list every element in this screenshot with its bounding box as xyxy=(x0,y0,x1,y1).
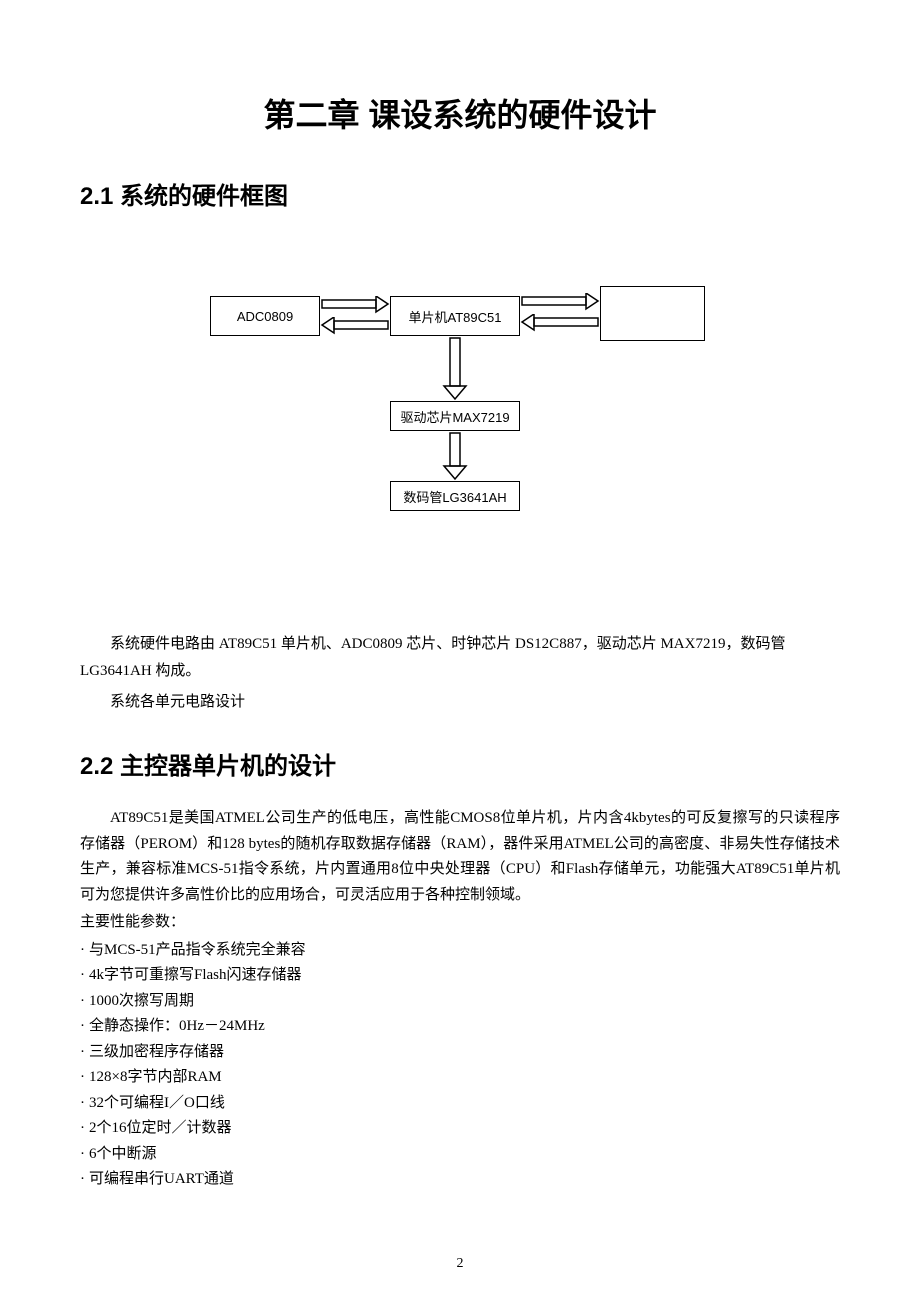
spec-item: 三级加密程序存储器 xyxy=(80,1040,840,1066)
spec-item: 可编程串行UART通道 xyxy=(80,1167,840,1193)
box-clock xyxy=(600,286,705,341)
spec-list: 与MCS-51产品指令系统完全兼容 4k字节可重擦写Flash闪速存储器 100… xyxy=(80,938,840,1193)
section-2-1-title: 2.1 系统的硬件框图 xyxy=(80,176,840,211)
arrow-mcu-to-driver xyxy=(440,336,470,401)
spec-item: 6个中断源 xyxy=(80,1142,840,1168)
arrow-driver-to-led xyxy=(440,431,470,481)
box-driver: 驱动芯片MAX7219 xyxy=(390,401,520,431)
spec-header: 主要性能参数： xyxy=(80,910,840,936)
spec-item: 4k字节可重擦写Flash闪速存储器 xyxy=(80,963,840,989)
arrow-mcu-to-clock xyxy=(520,293,600,311)
hardware-block-diagram: ADC0809 单片机AT89C51 驱动芯片MAX7219 数码管LG3641… xyxy=(80,261,840,571)
chapter-title: 第二章 课设系统的硬件设计 xyxy=(80,90,840,136)
arrow-clock-to-mcu xyxy=(520,314,600,332)
at89c51-description: AT89C51是美国ATMEL公司生产的低电压，高性能CMOS8位单片机，片内含… xyxy=(80,806,840,908)
spec-item: 全静态操作：0Hz－24MHz xyxy=(80,1014,840,1040)
hardware-description-para: 系统硬件电路由 AT89C51 单片机、ADC0809 芯片、时钟芯片 DS12… xyxy=(80,631,840,685)
unit-design-line: 系统各单元电路设计 xyxy=(80,689,840,716)
page-number: 2 xyxy=(0,1256,920,1272)
box-led-label: 数码管LG3641AH xyxy=(403,487,506,506)
section-2-2-title: 2.2 主控器单片机的设计 xyxy=(80,746,840,781)
box-mcu: 单片机AT89C51 xyxy=(390,296,520,336)
spec-item: 128×8字节内部RAM xyxy=(80,1065,840,1091)
spec-item: 32个可编程I／O口线 xyxy=(80,1091,840,1117)
arrow-mcu-to-adc xyxy=(320,317,390,335)
box-adc0809: ADC0809 xyxy=(210,296,320,336)
box-mcu-label: 单片机AT89C51 xyxy=(409,307,502,326)
box-led: 数码管LG3641AH xyxy=(390,481,520,511)
spec-item: 1000次擦写周期 xyxy=(80,989,840,1015)
arrow-adc-to-mcu xyxy=(320,296,390,314)
spec-item: 与MCS-51产品指令系统完全兼容 xyxy=(80,938,840,964)
box-adc0809-label: ADC0809 xyxy=(237,309,293,324)
spec-item: 2个16位定时／计数器 xyxy=(80,1116,840,1142)
box-driver-label: 驱动芯片MAX7219 xyxy=(400,407,509,426)
